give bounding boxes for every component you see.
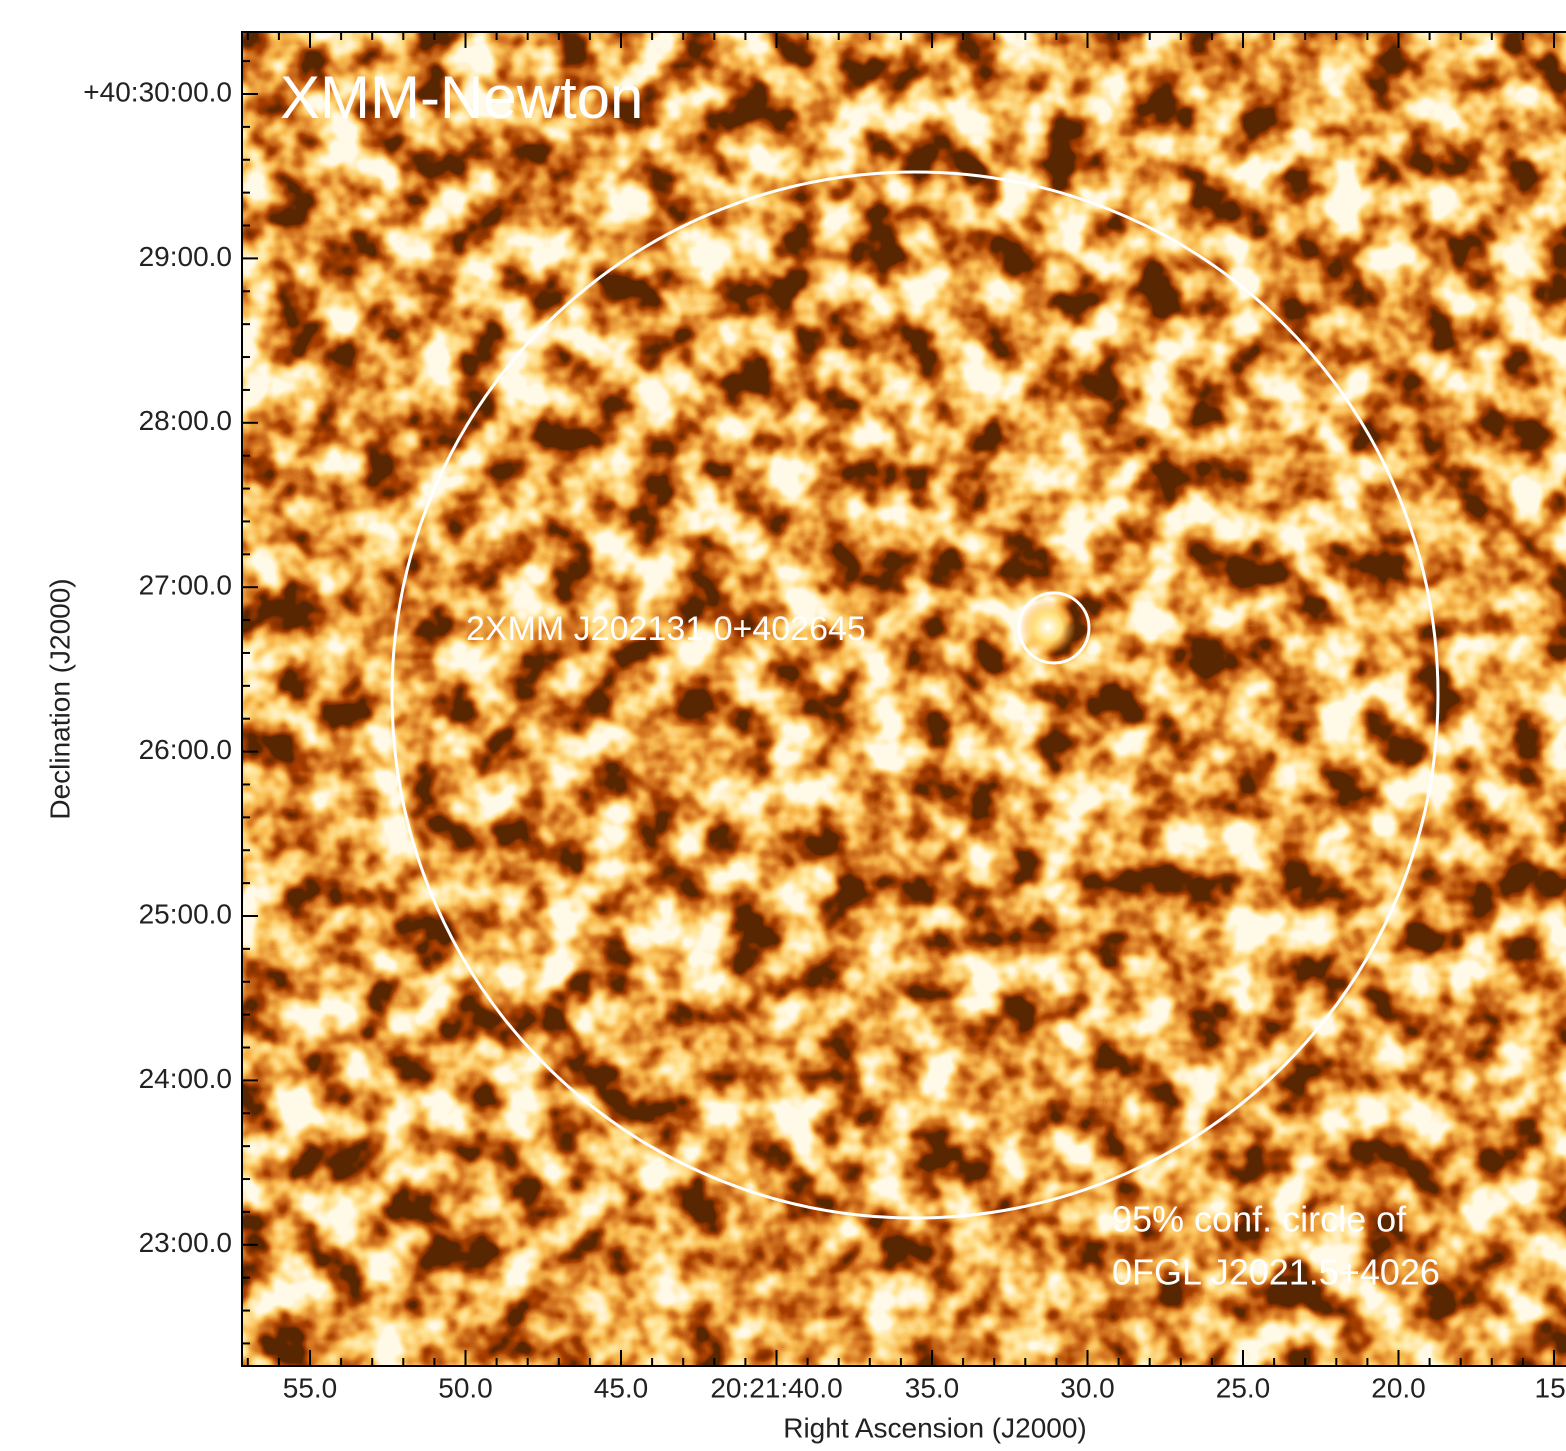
x-tick-label: 30.0 [1060,1372,1115,1403]
figure: XMM-Newton 2XMM J202131.0+402645 95% con… [0,0,1566,1446]
x-tick-label: 15. [1535,1372,1566,1403]
y-axis-label: Declination (J2000) [44,578,75,819]
y-tick-label: 24:00.0 [139,1063,232,1094]
x-tick-label: 55.0 [283,1372,338,1403]
circle-label: 95% conf. circle of [1112,1199,1407,1240]
y-tick-label: +40:30:00.0 [83,76,232,107]
x-tick-label: 35.0 [905,1372,960,1403]
y-tick-label: 29:00.0 [139,241,232,272]
image [242,32,1566,1366]
y-tick-label: 23:00.0 [139,1227,232,1258]
title: XMM-Newton [280,64,643,131]
source [1020,599,1076,655]
x-tick-label: 45.0 [594,1372,649,1403]
x-tick-label: 20.0 [1371,1372,1426,1403]
source-label: 2XMM J202131.0+402645 [466,610,866,648]
xray-map [242,32,1566,1366]
x-tick-label: 20:21:40.0 [710,1372,842,1403]
x-axis-label: Right Ascension (J2000) [783,1412,1087,1443]
y-tick-label: 28:00.0 [139,405,232,436]
y-tick-label: 25:00.0 [139,898,232,929]
circle-label: 0FGL J2021.5+4026 [1112,1252,1440,1293]
x-tick-label: 50.0 [438,1372,493,1403]
page: XMM-Newton 2XMM J202131.0+402645 95% con… [0,0,1566,1446]
y-tick-label: 27:00.0 [139,570,232,601]
x-tick-label: 25.0 [1216,1372,1271,1403]
y-tick-label: 26:00.0 [139,734,232,765]
